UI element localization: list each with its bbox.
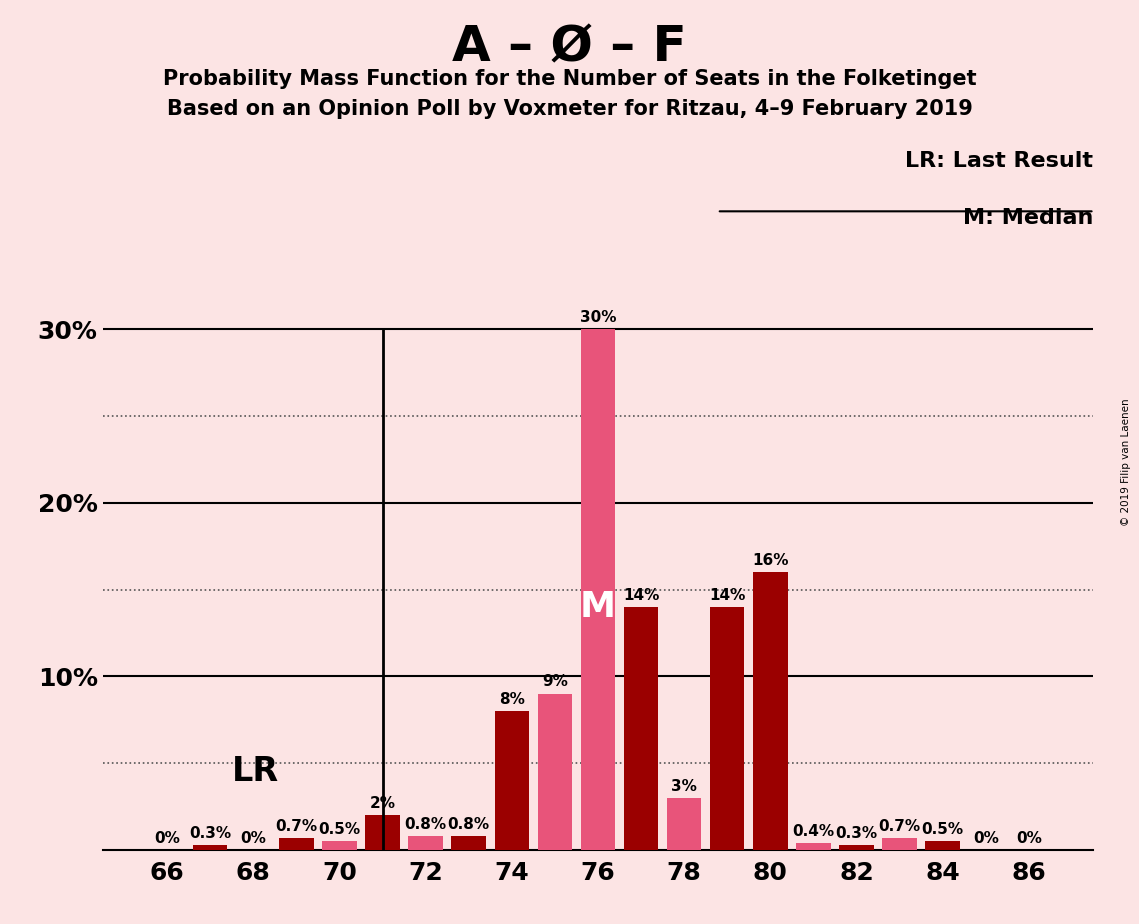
Text: M: Median: M: Median [964,209,1093,228]
Text: 0.3%: 0.3% [835,825,877,841]
Bar [451,836,486,850]
Text: 0%: 0% [973,831,999,845]
Text: 3%: 3% [671,779,697,794]
Bar [409,836,443,850]
Text: 0.5%: 0.5% [319,822,361,837]
Text: 8%: 8% [499,692,525,707]
Bar [710,607,745,850]
Text: 0.7%: 0.7% [276,819,318,833]
Bar [366,815,400,850]
Text: 0%: 0% [240,831,267,845]
Text: LR: LR [231,756,279,788]
Bar [538,694,572,850]
Bar [839,845,874,850]
Bar [581,329,615,850]
Text: © 2019 Filip van Laenen: © 2019 Filip van Laenen [1121,398,1131,526]
Text: 2%: 2% [369,796,395,811]
Text: 16%: 16% [752,553,788,568]
Text: 0.5%: 0.5% [921,822,964,837]
Text: 0%: 0% [154,831,180,845]
Bar [667,798,702,850]
Bar [796,843,830,850]
Bar [753,572,787,850]
Bar [883,838,917,850]
Bar [192,845,228,850]
Text: 0.7%: 0.7% [878,819,920,833]
Text: 0.8%: 0.8% [448,817,490,832]
Text: 9%: 9% [542,675,568,689]
Text: 0.8%: 0.8% [404,817,446,832]
Bar [279,838,313,850]
Bar [494,711,528,850]
Text: 0.3%: 0.3% [189,825,231,841]
Bar [322,842,357,850]
Text: 30%: 30% [580,310,616,325]
Text: Based on an Opinion Poll by Voxmeter for Ritzau, 4–9 February 2019: Based on an Opinion Poll by Voxmeter for… [166,99,973,119]
Text: 14%: 14% [623,588,659,602]
Text: LR: Last Result: LR: Last Result [906,152,1093,171]
Bar [624,607,658,850]
Text: 14%: 14% [710,588,745,602]
Bar [925,842,960,850]
Text: 0%: 0% [1016,831,1042,845]
Text: Probability Mass Function for the Number of Seats in the Folketinget: Probability Mass Function for the Number… [163,69,976,90]
Text: 0.4%: 0.4% [793,824,835,839]
Text: A – Ø – F: A – Ø – F [452,23,687,71]
Text: M: M [580,590,616,624]
